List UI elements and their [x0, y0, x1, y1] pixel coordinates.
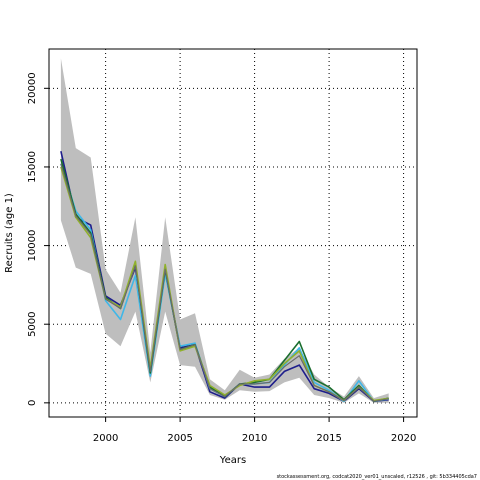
plot-frame [48, 48, 418, 418]
y-axis-title: Recruits (age 1) [4, 193, 15, 273]
y-tick-label: 10000 [27, 230, 38, 262]
series-line-5 [60, 163, 389, 402]
series-line-1 [60, 151, 389, 403]
y-axis: 0 5000 10000 15000 20000 [27, 72, 49, 406]
x-tick-label: 2020 [391, 433, 416, 444]
x-axis: 2000 2005 2010 2015 2020 [93, 417, 416, 444]
x-tick-label: 2000 [93, 433, 118, 444]
grid-lines [49, 49, 417, 417]
x-axis-title: Years [219, 455, 246, 466]
x-tick-label: 2005 [167, 433, 192, 444]
y-tick-label: 20000 [27, 72, 38, 104]
x-tick-label: 2010 [242, 433, 267, 444]
y-tick-label: 5000 [27, 311, 38, 336]
footer-note: stockassessment.org, codcat2020_ver01_un… [277, 474, 477, 480]
confidence-band-layer [60, 58, 389, 403]
y-tick-label: 0 [27, 400, 38, 406]
y-tick-label: 15000 [27, 151, 38, 183]
confidence-band [60, 58, 389, 403]
series-lines-layer [60, 151, 389, 403]
x-tick-label: 2015 [316, 433, 341, 444]
